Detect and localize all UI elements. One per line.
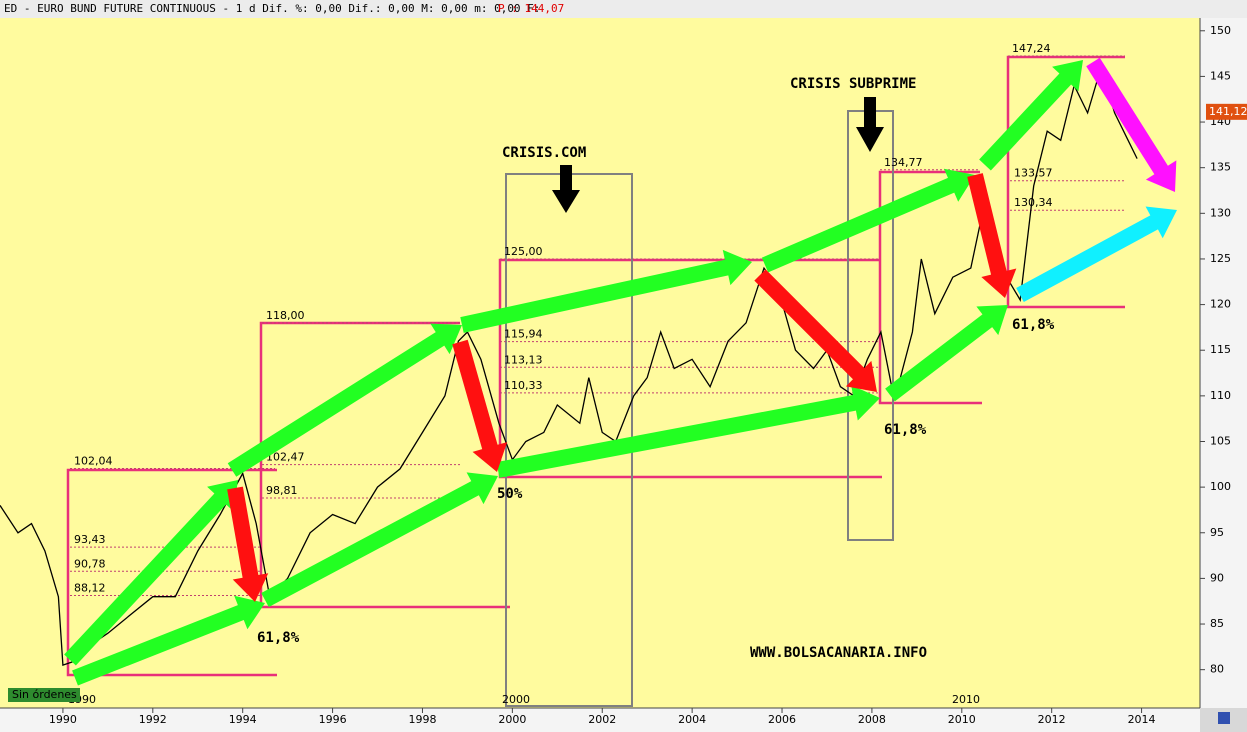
x-tick-label: 1996 <box>319 713 347 726</box>
annotation: WWW.BOLSACANARIA.INFO <box>750 645 927 661</box>
trend-arrow <box>885 305 1008 402</box>
x-tick-label: 1998 <box>408 713 436 726</box>
level-label: 113,13 <box>504 353 543 366</box>
boxes <box>66 55 1125 707</box>
y-tick-label: 120 <box>1210 298 1231 311</box>
status: Sin órdenes <box>12 688 77 701</box>
trend-arrow <box>979 60 1083 171</box>
down-arrow <box>856 97 884 152</box>
last-price-box <box>1206 103 1247 120</box>
trend-arrow <box>761 168 975 273</box>
header-price: P : 144,07 <box>498 2 564 15</box>
range-box <box>66 468 277 677</box>
annotation: 61,8% <box>884 422 927 438</box>
trend-arrow <box>1016 206 1177 303</box>
y-tick-label: 80 <box>1210 663 1224 676</box>
x-tick-label: 1990 <box>49 713 77 726</box>
x-axis-area <box>0 708 1200 732</box>
x-tick-label: 2008 <box>858 713 886 726</box>
y-tick-label: 125 <box>1210 252 1231 265</box>
header-bar <box>0 0 1247 18</box>
x-tick-label: 2000 <box>498 713 526 726</box>
x-tick-label: 2006 <box>768 713 796 726</box>
y-tick-label: 105 <box>1210 434 1231 447</box>
range-box <box>259 321 510 609</box>
level-label: 102,04 <box>74 455 113 468</box>
trend-arrow <box>261 472 498 608</box>
y-tick-label: 135 <box>1210 161 1231 174</box>
trend-arrow <box>496 385 880 478</box>
level-label: 130,34 <box>1014 196 1053 209</box>
level-label: 98,81 <box>266 484 298 497</box>
level-label: 133,57 <box>1014 167 1053 180</box>
last-price-label: 141,12 <box>1209 105 1247 118</box>
trend-arrow <box>227 486 269 602</box>
x-tick-label: 2004 <box>678 713 706 726</box>
trend-arrow <box>227 323 462 477</box>
y-tick-label: 110 <box>1210 389 1231 402</box>
x-tick-label: 1992 <box>139 713 167 726</box>
range-box <box>498 258 882 479</box>
down-arrow <box>552 165 580 213</box>
trend-arrow <box>460 249 752 333</box>
x-tick-label: 2010 <box>948 713 976 726</box>
range-box <box>878 170 982 405</box>
y-tick-label: 150 <box>1210 24 1231 37</box>
plot-area <box>0 18 1200 708</box>
level-label: 110,33 <box>504 379 543 392</box>
level-label: 134,77 <box>884 156 923 169</box>
trend-arrow <box>452 339 508 472</box>
x-tick-label: 2002 <box>588 713 616 726</box>
y-axis-area <box>1200 18 1247 708</box>
period-label: 2010 <box>952 693 980 706</box>
level-label: 88,12 <box>74 582 106 595</box>
header: ED - EURO BUND FUTURE CONTINUOUS - 1 d D… <box>4 2 540 15</box>
annotation: 61,8% <box>257 630 300 646</box>
annotation: 50% <box>497 486 523 502</box>
y-tick-label: 115 <box>1210 343 1231 356</box>
period-label: 2000 <box>502 693 530 706</box>
trend-arrow <box>72 595 265 686</box>
y-tick-label: 85 <box>1210 617 1224 630</box>
level-label: 115,94 <box>504 328 543 341</box>
y-tick-label: 145 <box>1210 69 1231 82</box>
level-label: 125,00 <box>504 245 543 258</box>
annotation: 61,8% <box>1012 317 1055 333</box>
level-label: 118,00 <box>266 309 305 322</box>
annotation: CRISIS.COM <box>502 145 586 161</box>
save-icon[interactable] <box>1218 712 1230 724</box>
level-label: 102,47 <box>266 451 305 464</box>
trend-arrow <box>754 269 877 392</box>
x-tick-label: 2012 <box>1038 713 1066 726</box>
status-box <box>8 688 80 702</box>
range-box <box>1006 55 1125 309</box>
level-label: 147,24 <box>1012 42 1051 55</box>
level-label: 90,78 <box>74 557 106 570</box>
x-tick-label: 1994 <box>229 713 257 726</box>
y-tick-label: 90 <box>1210 571 1224 584</box>
level-label: 93,43 <box>74 533 106 546</box>
y-tick-label: 100 <box>1210 480 1231 493</box>
trend-arrow <box>64 480 239 666</box>
trend-arrow <box>967 173 1017 298</box>
trend-arrow <box>1086 57 1177 193</box>
y-tick-label: 95 <box>1210 526 1224 539</box>
annotation: CRISIS SUBPRIME <box>790 76 916 92</box>
x-tick-label: 2014 <box>1128 713 1156 726</box>
y-tick-label: 130 <box>1210 206 1231 219</box>
